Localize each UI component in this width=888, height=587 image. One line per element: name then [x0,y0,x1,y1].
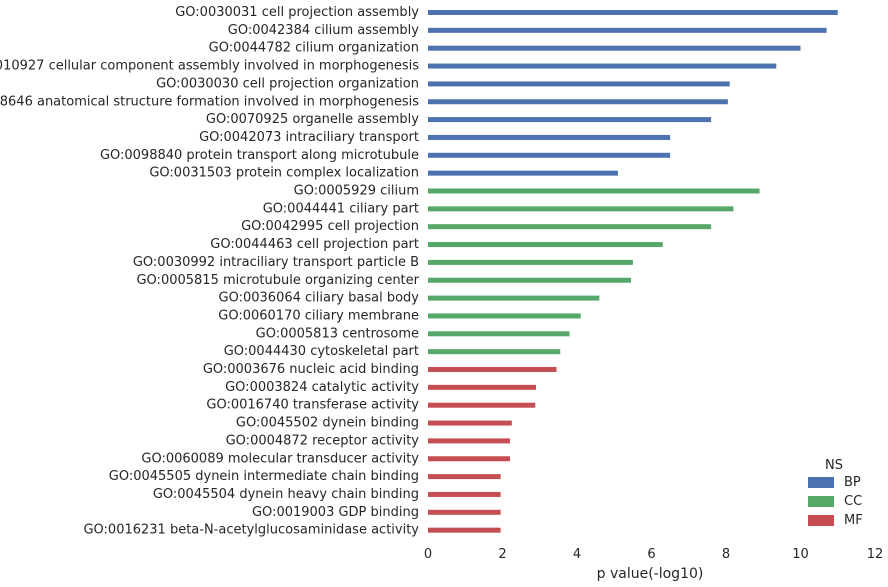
bar-mf [428,474,501,480]
bar-bp [428,117,712,123]
bar-cc [428,206,734,212]
category-label: GO:0044430 cytoskeletal part [224,344,419,359]
bar-mf [428,420,512,426]
category-label: GO:0016740 transferase activity [206,398,419,413]
x-tick-label: 6 [647,547,655,562]
x-axis-title: p value(-log10) [597,566,704,582]
x-tick-label: 0 [424,547,432,562]
bar-bp [428,152,671,158]
bar-cc [428,331,570,337]
category-label: GO:0030030 cell projection organization [156,76,419,91]
category-label: GO:0005815 microtubule organizing center [136,273,419,288]
legend-label-cc: CC [844,494,862,509]
category-label: GO:0060170 ciliary membrane [218,308,419,323]
legend-swatch-bp [808,477,834,488]
bars-layer [428,10,838,533]
bar-mf [428,438,510,444]
category-label: GO:0048646 anatomical structure formatio… [0,94,419,109]
category-label: GO:0030031 cell projection assembly [175,5,419,20]
bar-mf [428,384,537,390]
legend-title: NS [825,458,843,473]
category-label: GO:0098840 protein transport along micro… [100,148,419,163]
legend-swatch-mf [808,515,834,526]
category-label: GO:0016231 beta-N-acetylglucosaminidase … [83,523,419,538]
category-label: GO:0044782 cilium organization [209,41,419,56]
bar-cc [428,224,712,230]
category-label: GO:0010927 cellular component assembly i… [0,59,419,74]
x-tick-label: 2 [498,547,506,562]
bar-mf [428,367,557,372]
bar-bp [428,10,838,15]
bar-bp [428,81,730,87]
bar-mf [428,402,536,408]
category-label: GO:0045505 dynein intermediate chain bin… [109,469,419,484]
x-tick-label: 12 [867,547,884,562]
bar-bp [428,27,827,33]
category-label: GO:0003676 nucleic acid binding [203,362,419,377]
category-label: GO:0060089 molecular transducer activity [141,451,419,466]
legend-label-mf: MF [844,513,863,528]
category-label: GO:0031503 protein complex localization [149,166,419,181]
category-label: GO:0036064 ciliary basal body [219,291,420,306]
category-label: GO:0044441 ciliary part [263,201,419,216]
category-label: GO:0042384 cilium assembly [228,23,420,38]
category-label: GO:0045502 dynein binding [236,416,419,431]
bar-mf [428,509,501,515]
category-label: GO:0070925 organelle assembly [206,112,419,127]
bar-bp [428,134,671,140]
bar-mf [428,456,510,462]
legend-label-bp: BP [844,475,861,490]
category-label: GO:0045504 dynein heavy chain binding [153,487,419,502]
bar-bp [428,170,618,176]
bar-cc [428,277,632,283]
category-label: GO:0003824 catalytic activity [225,380,419,395]
bar-cc [428,349,561,355]
category-label: GO:0042995 cell projection [241,219,419,234]
bar-cc [428,259,633,265]
bar-cc [428,242,663,248]
x-tick-label: 4 [573,547,581,562]
x-tick-label: 10 [792,547,809,562]
category-labels: GO:0030031 cell projection assembly GO:00… [0,5,420,538]
bar-cc [428,188,760,194]
bar-bp [428,63,777,69]
x-axis-ticks: 0 2 4 6 8 10 12 [424,547,883,562]
x-tick-label: 8 [722,547,730,562]
category-label: GO:0044463 cell projection part [210,237,419,252]
bar-bp [428,99,728,105]
category-label: GO:0042073 intraciliary transport [199,130,419,145]
legend: NS BP CC MF [808,458,863,528]
legend-entries: BP CC MF [808,475,863,528]
category-label: GO:0005929 cilium [294,184,419,199]
bar-mf [428,491,501,497]
bar-bp [428,45,801,51]
bar-cc [428,295,600,301]
category-label: GO:0004872 receptor activity [226,433,420,448]
legend-swatch-cc [808,496,834,507]
bar-cc [428,313,581,319]
category-label: GO:0019003 GDP binding [252,505,419,520]
bar-mf [428,527,501,533]
category-label: GO:0030992 intraciliary transport partic… [133,255,419,270]
category-label: GO:0005813 centrosome [256,326,419,341]
